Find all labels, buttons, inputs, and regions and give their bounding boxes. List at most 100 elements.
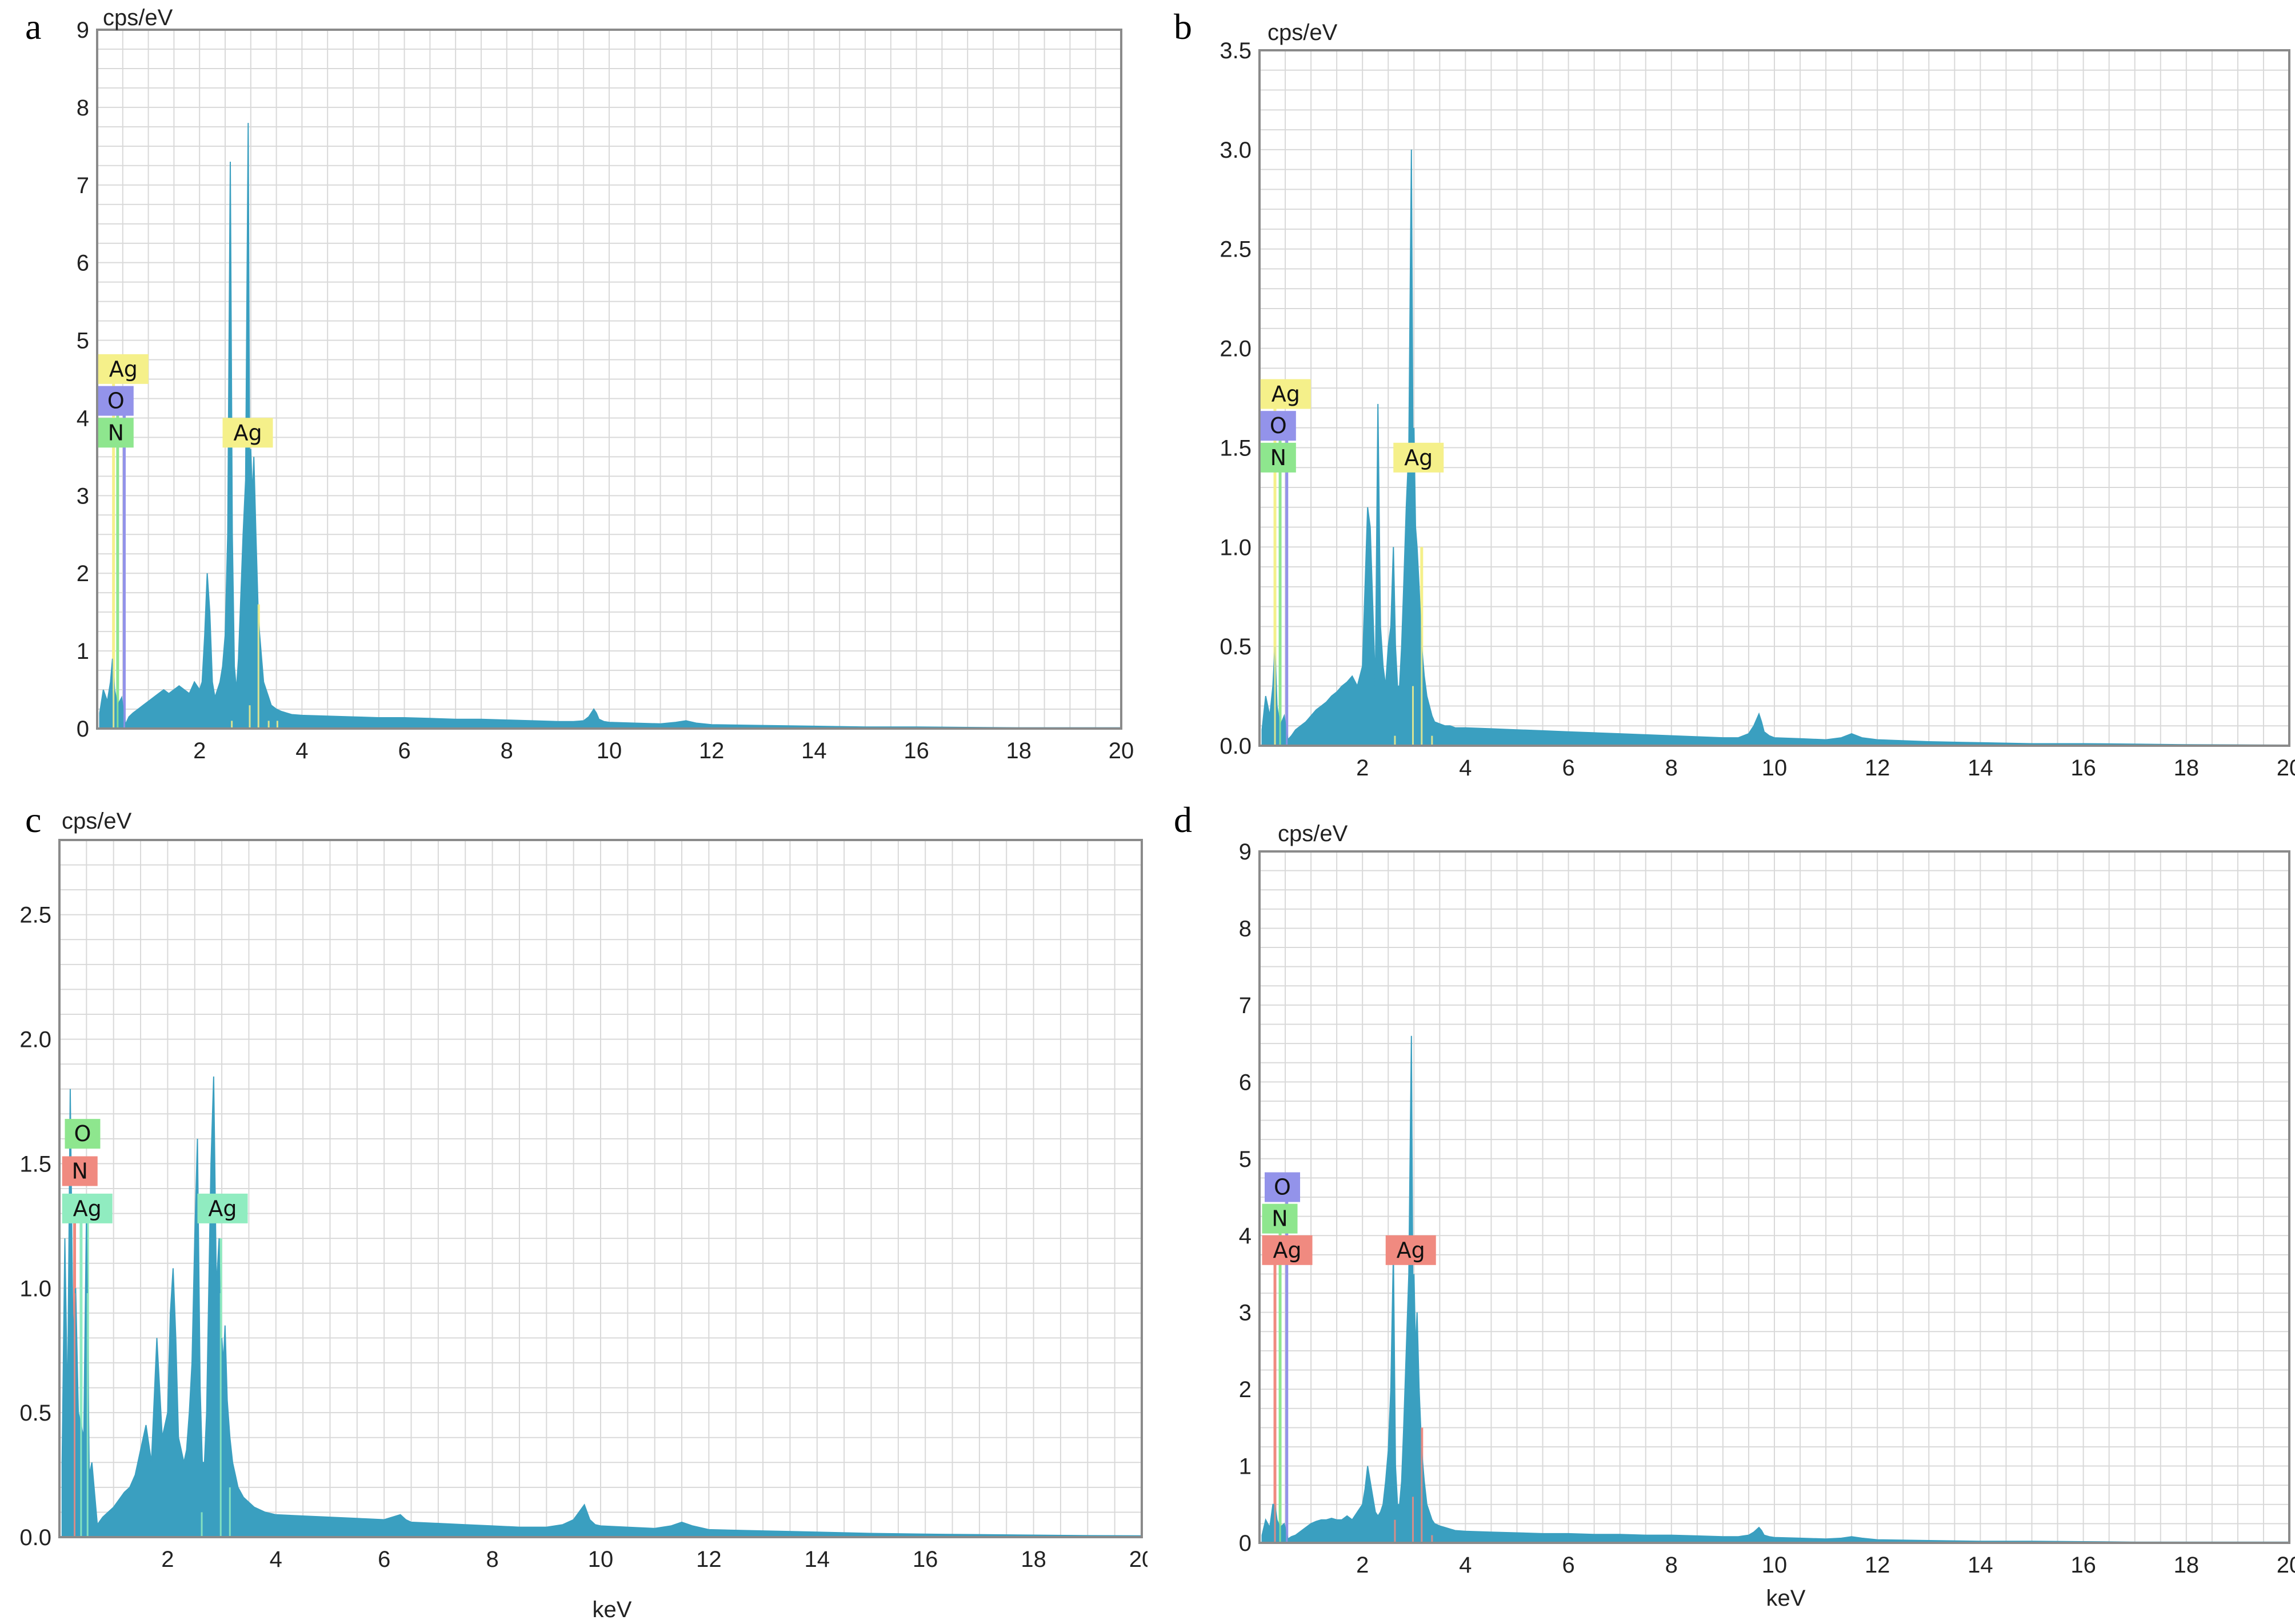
element-label: Ag	[1393, 442, 1444, 473]
x-tick-label: 6	[1562, 1553, 1574, 1578]
element-label-text: N	[72, 1159, 88, 1184]
spectrum-panel-a: a 0 1 2 3 4 5 6 7 8 9 2 4 6 8 10 12 14 16 18 20 cps/eV Ag O N Ag	[0, 0, 1148, 794]
spectrum-panel-d: d 01234567892468101214161820cps/eVkeVONA…	[1148, 794, 2295, 1624]
y-tick-label: 1.5	[1220, 435, 1252, 461]
element-label-box	[98, 354, 149, 384]
y-tick-label: 9	[1239, 839, 1252, 865]
y-tick-label: 1	[77, 639, 89, 664]
x-tick-label: 14	[1968, 1553, 1993, 1578]
element-label-box	[1385, 1235, 1436, 1265]
x-tick-label: 14	[805, 1547, 830, 1572]
y-tick-label: 4	[77, 406, 89, 431]
y-axis-label: cps/eV	[1268, 20, 1338, 45]
x-tick-label: 2	[193, 738, 206, 763]
y-tick-label: 1	[1239, 1454, 1252, 1479]
y-tick-label: 2	[1239, 1377, 1252, 1402]
element-label: Ag	[1385, 1235, 1436, 1265]
element-label: N	[1262, 1203, 1298, 1234]
x-tick-label: 12	[696, 1547, 722, 1572]
y-tick-label: 3	[1239, 1301, 1252, 1326]
x-axis-label: keV	[1766, 1586, 1806, 1611]
x-tick-label: 20	[1129, 1547, 1148, 1572]
y-tick-label: 3.5	[1220, 38, 1252, 63]
element-label: O	[65, 1119, 101, 1149]
x-tick-label: 2	[1356, 1553, 1369, 1578]
x-tick-label: 4	[1459, 1553, 1472, 1578]
y-tick-label: 2.5	[19, 903, 51, 928]
y-axis-label: cps/eV	[62, 809, 132, 834]
x-tick-label: 14	[801, 738, 827, 763]
y-tick-label: 0.5	[19, 1401, 51, 1426]
x-tick-label: 4	[295, 738, 308, 763]
y-tick-label: 6	[1239, 1070, 1252, 1095]
x-tick-label: 8	[1665, 1553, 1678, 1578]
panel-label-b: b	[1174, 6, 1192, 47]
x-tick-label: 18	[1021, 1547, 1046, 1572]
element-label-box	[1260, 442, 1296, 473]
element-label-box	[98, 418, 134, 448]
panel-label-c: c	[25, 799, 42, 840]
element-label-box	[1265, 1172, 1301, 1202]
element-label-text: Ag	[109, 357, 138, 382]
x-tick-label: 14	[1968, 755, 1993, 781]
element-label: Ag	[62, 1193, 113, 1223]
x-tick-label: 16	[903, 738, 929, 763]
y-tick-label: 1.0	[19, 1276, 51, 1301]
element-label-text: Ag	[1273, 1238, 1301, 1263]
y-tick-label: 0	[1239, 1531, 1252, 1556]
y-tick-label: 2	[77, 561, 89, 586]
element-label-box	[1260, 379, 1311, 409]
y-tick-label: 2.0	[1220, 337, 1252, 362]
panel-label-a: a	[25, 6, 42, 47]
x-tick-label: 8	[486, 1547, 498, 1572]
spectrum-area	[99, 123, 1122, 729]
element-label-text: O	[74, 1121, 91, 1146]
element-label-text: N	[108, 420, 124, 445]
element-label-box	[62, 1156, 98, 1186]
element-label-text: N	[1270, 445, 1286, 470]
x-tick-label: 6	[378, 1547, 390, 1572]
x-tick-label: 20	[2277, 1553, 2295, 1578]
element-label: O	[1265, 1172, 1301, 1202]
spectrum-area	[1261, 1035, 2290, 1543]
y-tick-label: 0.5	[1220, 634, 1252, 659]
x-tick-label: 20	[1109, 738, 1134, 763]
x-tick-label: 16	[913, 1547, 938, 1572]
spectrum-panel-b: b 0.0 0.5 1.0 1.5 2.0 2.5 3.0 3.5 2 4 6 8 10 12 14 16 18…	[1148, 0, 2295, 794]
plot-frame	[58, 839, 1143, 1538]
x-axis-label: keV	[593, 1597, 632, 1622]
element-label-text: Ag	[1397, 1238, 1425, 1263]
element-label-box	[222, 418, 273, 448]
y-tick-label: 0.0	[19, 1525, 51, 1550]
element-label-text: Ag	[1272, 382, 1300, 407]
x-tick-label: 10	[597, 738, 622, 763]
y-tick-label: 9	[77, 18, 89, 43]
element-label-box	[1260, 411, 1296, 441]
y-tick-label: 3	[77, 483, 89, 509]
x-tick-label: 4	[270, 1547, 282, 1572]
x-tick-label: 16	[2070, 755, 2096, 781]
y-tick-label: 0.0	[1220, 734, 1252, 759]
y-axis-label: cps/eV	[103, 5, 173, 30]
element-label: Ag	[1260, 379, 1311, 409]
y-tick-label: 3.0	[1220, 138, 1252, 163]
element-label: Ag	[197, 1193, 248, 1223]
plot-frame	[1258, 49, 2290, 747]
eds-chart-d: 01234567892468101214161820cps/eVkeVONAgA…	[1239, 821, 2295, 1611]
x-tick-label: 12	[699, 738, 725, 763]
element-label-box	[65, 1119, 101, 1149]
y-tick-label: 4	[1239, 1223, 1252, 1249]
x-tick-label: 8	[1665, 755, 1678, 781]
x-tick-label: 12	[1865, 1553, 1890, 1578]
x-tick-label: 18	[2174, 1553, 2200, 1578]
y-tick-label: 1.0	[1220, 535, 1252, 560]
element-label-box	[197, 1193, 248, 1223]
plot-frame	[1258, 850, 2290, 1544]
spectrum-panel-c: c 0.0 0.5 1.0 1.5 2.0 2.5 2 4 6 8 10 12 14 16 18 20 cps/…	[0, 794, 1148, 1624]
y-tick-label: 1.5	[19, 1151, 51, 1177]
element-label-text: O	[1270, 413, 1287, 438]
element-label-box	[1262, 1235, 1313, 1265]
x-tick-label: 12	[1865, 755, 1890, 781]
spectrum-area	[61, 1076, 1142, 1538]
